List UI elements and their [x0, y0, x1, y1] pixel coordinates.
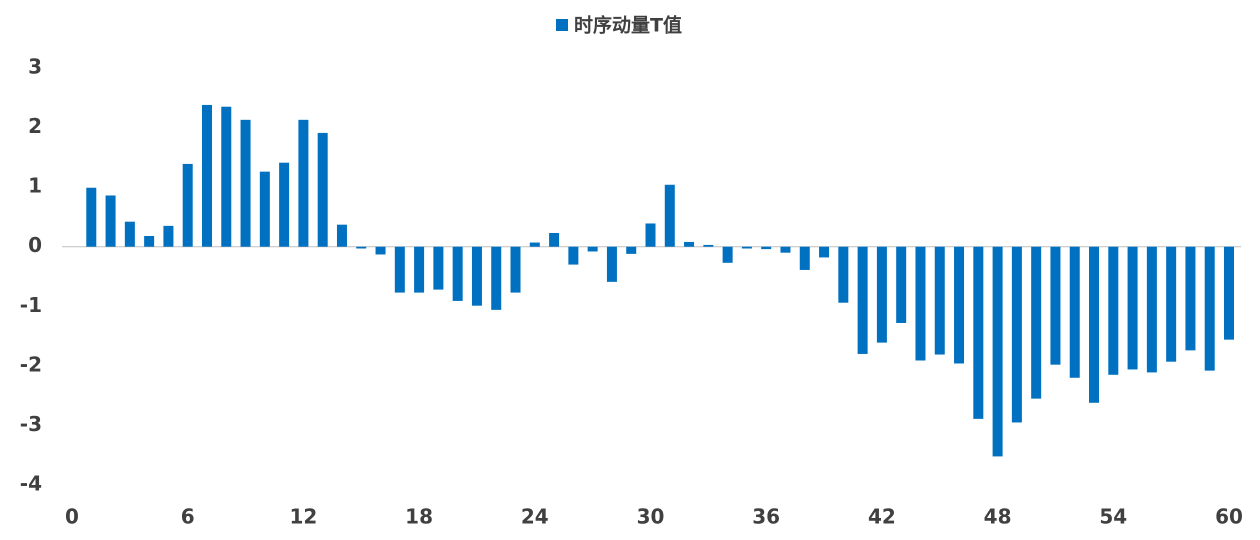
bar	[992, 246, 1003, 457]
bar	[221, 106, 232, 247]
bar	[664, 184, 675, 247]
y-tick-label: 0	[28, 233, 42, 257]
y-tick-label: -3	[20, 412, 42, 436]
bar	[471, 246, 482, 306]
bar	[1050, 246, 1061, 365]
bar	[1166, 246, 1177, 362]
bar	[1185, 246, 1196, 351]
bar	[1089, 246, 1100, 403]
y-tick-label: -2	[20, 352, 42, 376]
bar	[1146, 246, 1157, 373]
bar	[317, 132, 328, 247]
bar	[394, 246, 405, 293]
bar	[1224, 246, 1234, 340]
bar	[954, 246, 965, 364]
y-tick-label: -4	[20, 472, 42, 496]
x-tick-label: 42	[868, 505, 896, 529]
bar	[934, 246, 945, 355]
x-tick-label: 12	[289, 505, 317, 529]
y-tick-label: 3	[28, 55, 42, 79]
bar	[182, 163, 193, 247]
bar	[799, 246, 810, 270]
bar	[144, 235, 155, 247]
bar	[1204, 246, 1215, 371]
bar	[838, 246, 849, 303]
bar	[1108, 246, 1119, 375]
bar	[163, 225, 174, 247]
bar	[259, 171, 270, 247]
bar	[973, 246, 984, 419]
bar	[1031, 246, 1042, 399]
bar	[491, 246, 502, 310]
bar	[761, 246, 772, 250]
bar	[549, 233, 560, 247]
bar	[587, 246, 598, 252]
bar	[86, 187, 97, 247]
y-tick-label: 2	[28, 114, 42, 138]
bar	[876, 246, 887, 343]
bar	[568, 246, 579, 265]
x-tick-label: 24	[521, 505, 549, 529]
bar	[626, 246, 637, 254]
bar	[298, 119, 309, 247]
bar	[684, 241, 695, 247]
y-tick-label: -1	[20, 293, 42, 317]
y-tick-label: 1	[28, 174, 42, 198]
x-tick-label: 54	[1099, 505, 1127, 529]
bar	[741, 246, 752, 249]
x-tick-label: 0	[65, 505, 79, 529]
bar	[857, 246, 868, 354]
bar	[240, 119, 251, 247]
x-tick-label: 48	[984, 505, 1012, 529]
x-tick-label: 60	[1215, 505, 1243, 529]
bar	[915, 246, 926, 361]
legend-swatch	[556, 19, 568, 31]
bar	[201, 104, 212, 247]
bar	[433, 246, 444, 290]
bar	[375, 246, 386, 255]
bar	[1127, 246, 1138, 370]
x-tick-label: 18	[405, 505, 433, 529]
bar	[105, 195, 116, 247]
x-tick-label: 36	[752, 505, 780, 529]
x-tick-label: 6	[181, 505, 195, 529]
bar	[452, 246, 463, 301]
bar	[414, 246, 425, 293]
bar	[722, 246, 733, 263]
bar	[780, 246, 791, 253]
x-tick-label: 30	[637, 505, 665, 529]
bar	[529, 242, 540, 247]
bar	[606, 246, 617, 282]
bar	[1069, 246, 1080, 378]
bar	[124, 221, 135, 247]
bar	[645, 223, 656, 247]
bar	[356, 246, 367, 249]
bar	[279, 162, 290, 247]
bar	[510, 246, 521, 293]
bar	[336, 224, 347, 247]
legend-label: 时序动量T值	[574, 14, 682, 37]
bar	[896, 246, 907, 323]
bar	[1011, 246, 1022, 423]
bar	[819, 246, 830, 258]
bar	[703, 244, 714, 247]
